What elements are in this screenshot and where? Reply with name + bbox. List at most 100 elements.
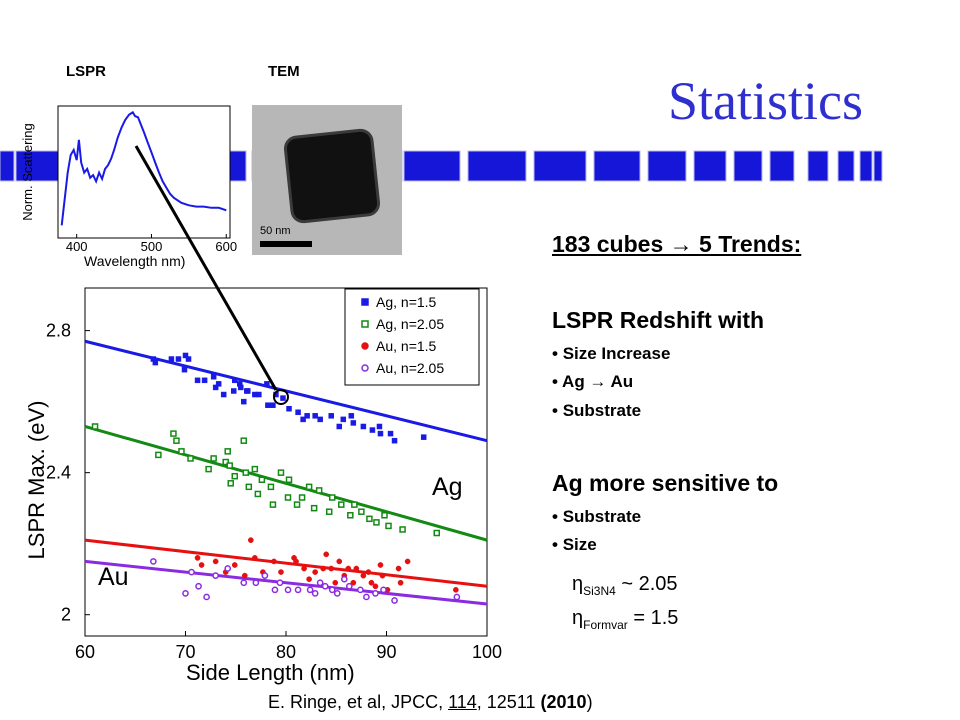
data-point — [376, 423, 383, 430]
data-point — [452, 586, 459, 593]
data-point — [317, 416, 323, 423]
y-tick-label: 2 — [61, 605, 71, 625]
legend-marker — [361, 364, 369, 372]
data-point — [351, 501, 358, 508]
citation-year: (2010 — [540, 692, 587, 712]
data-point — [173, 437, 180, 444]
data-point — [224, 565, 232, 572]
data-point — [332, 579, 339, 586]
data-point — [345, 582, 353, 590]
spectrum-y-axis-label: Norm. Scattering — [20, 123, 35, 221]
data-point — [231, 472, 238, 480]
legend-marker — [361, 298, 369, 306]
decoration-segment — [0, 150, 15, 182]
data-point — [267, 483, 275, 491]
data-point — [333, 590, 341, 597]
data-point — [357, 586, 364, 594]
data-point — [360, 572, 367, 579]
data-point — [185, 356, 192, 362]
data-point — [338, 501, 345, 508]
data-point — [175, 356, 182, 362]
data-point — [273, 391, 279, 398]
data-point — [252, 579, 260, 587]
data-point — [325, 508, 333, 515]
redshift-item-text: Ag → Au — [562, 372, 634, 391]
data-point — [304, 413, 310, 419]
data-point — [306, 586, 314, 594]
decoration-segment — [647, 150, 687, 182]
sensitive-item: • Size — [552, 535, 597, 554]
eta-value: ~ 2.05 — [615, 573, 678, 595]
data-point — [205, 465, 212, 473]
main-y-axis-label: LSPR Max. (eV) — [24, 401, 49, 560]
data-point — [152, 359, 159, 366]
data-point — [241, 572, 248, 579]
data-point — [245, 483, 253, 491]
eta-subscript: Si3N4 — [583, 584, 616, 598]
data-point — [293, 558, 299, 565]
nanocube-image — [285, 130, 379, 222]
data-point — [360, 423, 367, 430]
x-tick-label: 90 — [376, 642, 396, 662]
spectrum-x-tick-label: 400 — [66, 239, 88, 254]
legend-marker — [361, 342, 369, 350]
data-point — [284, 494, 292, 501]
data-point — [212, 558, 219, 565]
spectrum-x-tick-label: 600 — [215, 239, 237, 254]
ag-annotation: Ag — [432, 473, 463, 501]
data-point — [372, 583, 379, 590]
redshift-item-text: Substrate — [562, 401, 642, 420]
sensitive-item-text: Substrate — [562, 507, 642, 526]
data-point — [284, 586, 292, 594]
data-point — [328, 494, 336, 501]
data-point — [311, 590, 319, 597]
sensitive-item: • Substrate — [552, 507, 642, 526]
data-point — [245, 388, 251, 394]
tem-scale-label: 50 nm — [260, 225, 291, 237]
data-point — [247, 537, 254, 543]
x-tick-label: 100 — [472, 642, 502, 662]
data-point — [230, 388, 237, 394]
data-point — [226, 462, 233, 469]
data-point — [222, 458, 229, 466]
data-point — [373, 519, 380, 526]
data-point — [366, 515, 373, 523]
data-point — [404, 558, 411, 565]
data-point — [312, 413, 318, 419]
data-point — [340, 575, 348, 583]
data-point — [395, 565, 402, 572]
data-point — [182, 590, 189, 597]
data-point — [220, 391, 227, 398]
eta-symbol: η — [572, 607, 584, 629]
data-point — [285, 476, 293, 484]
data-point — [348, 413, 355, 419]
redshift-item: • Ag → Au — [552, 372, 634, 391]
data-point — [301, 565, 307, 572]
data-point — [254, 490, 262, 498]
summary-heading: 183 cubes → 5 Trends: — [552, 231, 802, 257]
data-point — [251, 465, 259, 473]
data-point — [195, 582, 202, 590]
eta-symbol: η — [572, 573, 584, 595]
legend-label: Ag, n=1.5 — [376, 294, 437, 310]
data-point — [155, 451, 162, 459]
data-point — [286, 405, 292, 412]
data-point — [203, 593, 210, 601]
data-point — [391, 437, 398, 444]
data-point — [240, 579, 248, 587]
citation-pages: , 12511 — [476, 692, 541, 712]
data-point — [385, 522, 392, 530]
decoration-segment — [593, 150, 641, 182]
data-point — [256, 391, 262, 398]
data-point — [340, 416, 347, 423]
decoration-segment — [693, 150, 727, 182]
redshift-item: • Size Increase — [552, 344, 671, 363]
data-point — [91, 423, 99, 430]
data-point — [397, 579, 404, 586]
redshift-item-text: Size Increase — [562, 344, 671, 363]
legend-label: Au, n=1.5 — [376, 338, 437, 354]
lspr-panel-label: LSPR — [66, 63, 107, 80]
x-tick-label: 60 — [75, 642, 95, 662]
sensitive-heading: Ag more sensitive to — [552, 470, 779, 496]
lspr-vs-size-chart: 60 70 80 90 100 2 2.4 2.8 LSPR Max. (eV) Side L… — [24, 287, 502, 685]
